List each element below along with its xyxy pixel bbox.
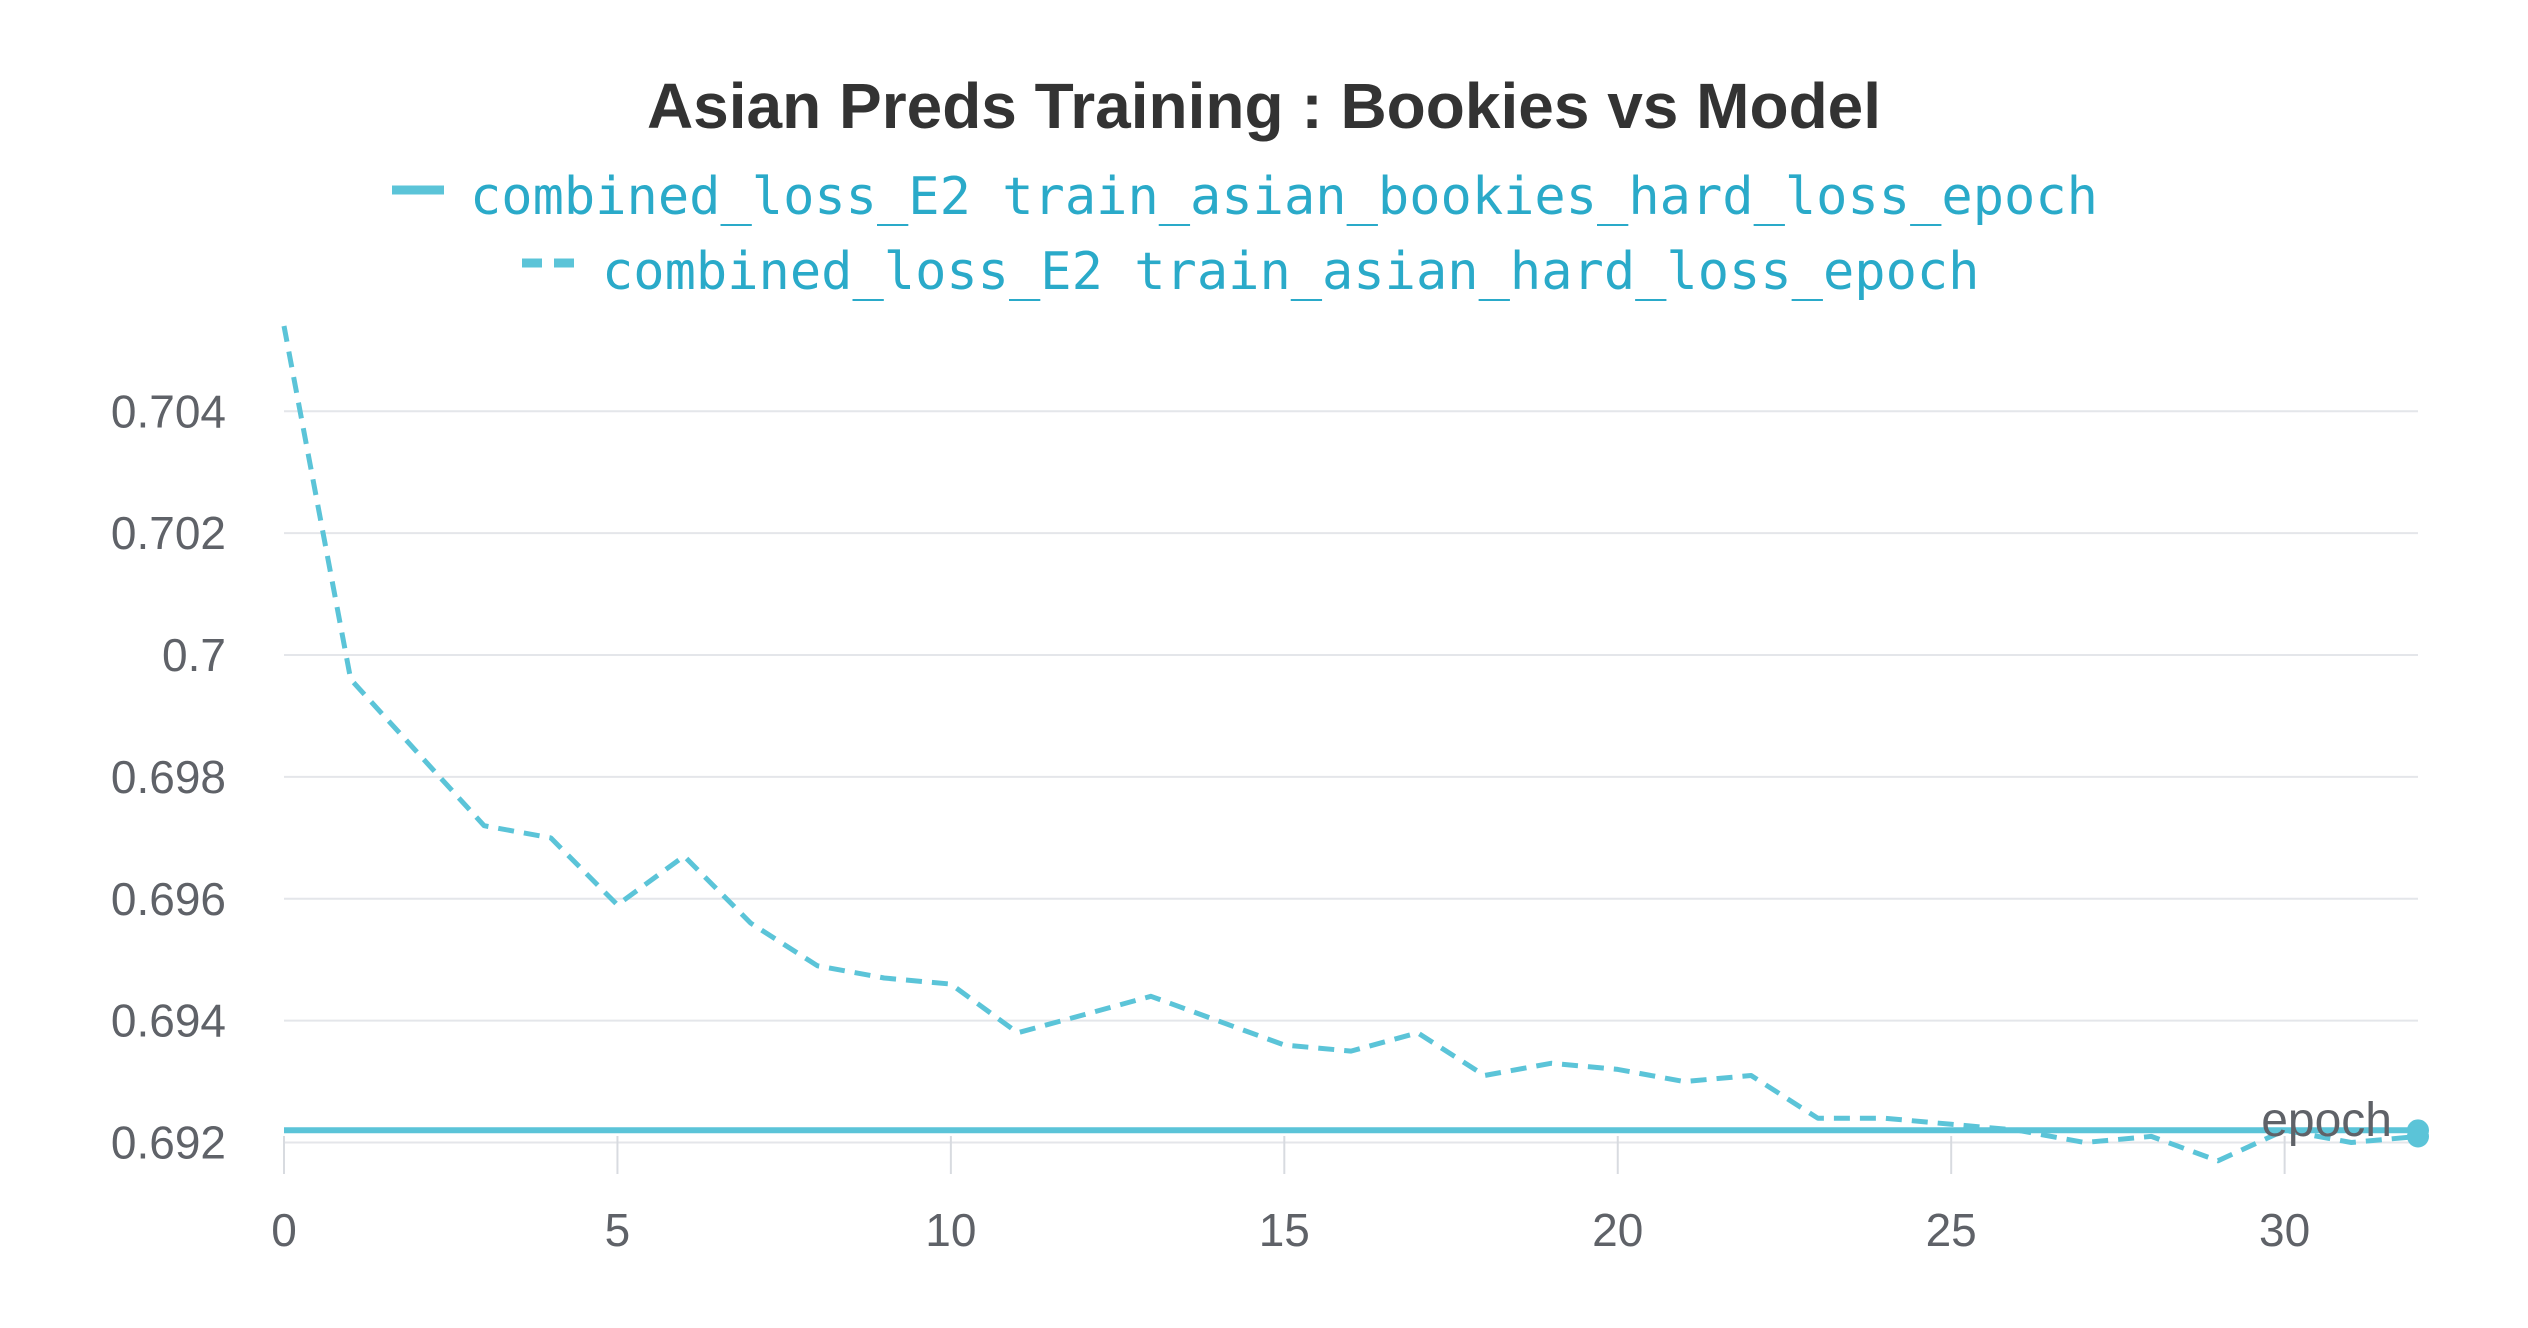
chart-title: Asian Preds Training : Bookies vs Model: [647, 70, 1881, 142]
legend-item-model: combined_loss_E2 train_asian_hard_loss_e…: [522, 242, 1980, 302]
series-lines: [281, 325, 2429, 1164]
y-tick-label: 0.7: [162, 629, 226, 681]
x-tick-label: 15: [1259, 1204, 1310, 1256]
y-tick-label: 0.698: [111, 751, 226, 803]
y-tick-label: 0.694: [111, 995, 226, 1047]
x-tick-label: 5: [605, 1204, 631, 1256]
x-tick-label: 10: [925, 1204, 976, 1256]
legend: combined_loss_E2 train_asian_bookies_har…: [392, 167, 2098, 302]
y-tick-label: 0.704: [111, 385, 226, 437]
x-axis-title: epoch: [2261, 1094, 2392, 1147]
y-tick-label: 0.702: [111, 507, 226, 559]
legend-label-bookies: combined_loss_E2 train_asian_bookies_har…: [470, 167, 2098, 227]
y-tick-label: 0.692: [111, 1117, 226, 1169]
legend-label-model: combined_loss_E2 train_asian_hard_loss_e…: [602, 242, 1980, 302]
series-line-1: [281, 325, 2419, 1164]
x-tick-label: 25: [1926, 1204, 1977, 1256]
legend-item-bookies: combined_loss_E2 train_asian_bookies_har…: [392, 167, 2098, 227]
y-tick-label: 0.696: [111, 873, 226, 925]
x-tick-label: 0: [271, 1204, 297, 1256]
x-tick-label: 30: [2259, 1204, 2310, 1256]
gridlines: [284, 410, 2418, 1144]
x-tick-label: 20: [1592, 1204, 1643, 1256]
x-axis: 0 5 10 15 20 25 30: [271, 1136, 2310, 1256]
y-axis: 0.704 0.702 0.7 0.698 0.696 0.694 0.692: [111, 385, 226, 1168]
series-end-point-1: [2407, 1125, 2429, 1148]
